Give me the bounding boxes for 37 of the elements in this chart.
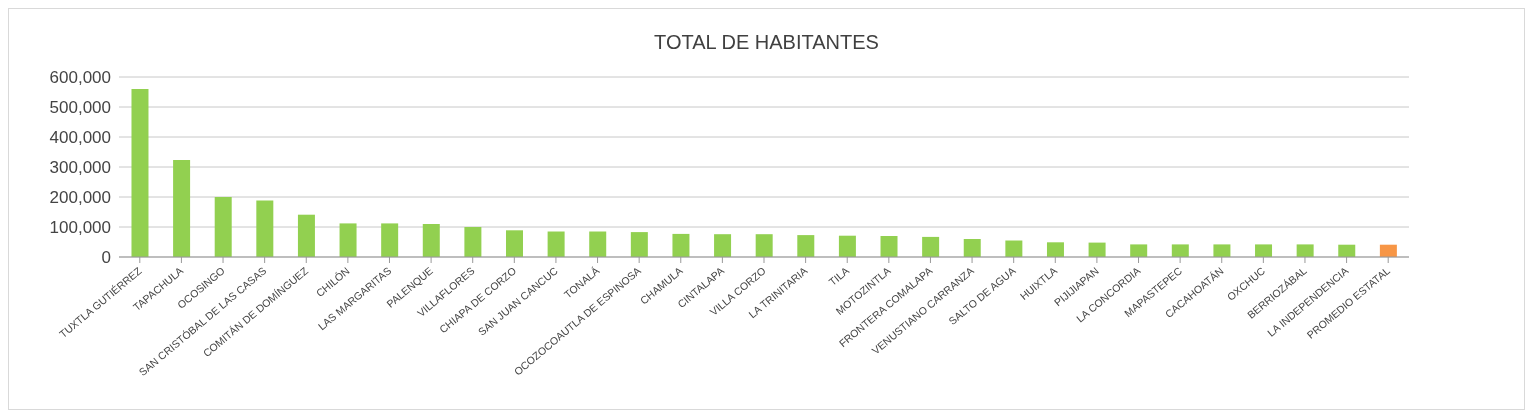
y-tick-label: 0 xyxy=(101,248,111,268)
bar xyxy=(589,231,607,257)
bar xyxy=(339,223,357,257)
bar xyxy=(797,235,815,257)
bar xyxy=(755,234,773,257)
bar xyxy=(714,234,732,257)
bar xyxy=(256,200,274,257)
bar xyxy=(422,224,440,257)
bar xyxy=(297,214,315,257)
chart-title: TOTAL DE HABITANTES xyxy=(653,30,880,55)
bar xyxy=(131,89,149,257)
bar xyxy=(1046,242,1064,257)
bar xyxy=(464,227,482,257)
bar xyxy=(547,231,565,257)
bar xyxy=(630,232,648,257)
bar xyxy=(963,239,981,257)
bar xyxy=(1296,244,1314,257)
y-tick-label: 600,000 xyxy=(49,68,111,88)
bar xyxy=(1130,244,1148,257)
bar xyxy=(880,236,898,257)
bar xyxy=(1005,240,1023,257)
bar xyxy=(1171,244,1189,257)
y-tick-label: 400,000 xyxy=(49,128,111,148)
bar xyxy=(1213,244,1231,257)
y-tick-label: 300,000 xyxy=(49,158,111,178)
bar xyxy=(672,233,690,257)
bar xyxy=(922,236,940,257)
y-tick-label: 200,000 xyxy=(49,188,111,208)
bar xyxy=(1255,244,1273,257)
bar xyxy=(381,223,399,257)
bar xyxy=(173,160,191,257)
bar xyxy=(214,197,232,257)
y-tick-label: 100,000 xyxy=(49,218,111,238)
y-tick-label: 500,000 xyxy=(49,98,111,118)
bar xyxy=(838,235,856,257)
bar xyxy=(506,230,523,257)
bar xyxy=(1088,242,1106,257)
